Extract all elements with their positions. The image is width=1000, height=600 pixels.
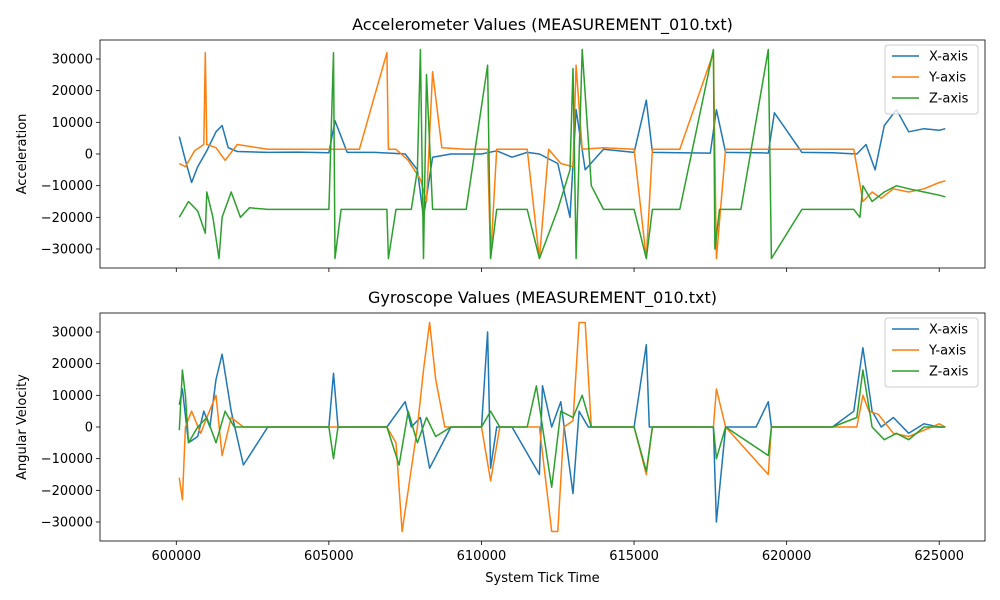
chart-panel-2: Gyroscope Values (MEASUREMENT_010.txt) −3… bbox=[15, 288, 986, 586]
y-tick-label: 30000 bbox=[52, 53, 93, 68]
y-tick-label: 10000 bbox=[52, 116, 93, 131]
y-tick-label: 30000 bbox=[52, 326, 93, 341]
x-tick-label: 625000 bbox=[914, 549, 964, 564]
y-axis-label: Angular Velocity bbox=[15, 374, 30, 480]
series-group bbox=[178, 48, 946, 260]
y-tick-label: −20000 bbox=[41, 211, 93, 226]
legend-label: X-axis bbox=[929, 50, 968, 65]
legend: X-axis Y-axis Z-axis bbox=[884, 44, 979, 115]
legend-label: Y-axis bbox=[928, 71, 966, 86]
legend-label: X-axis bbox=[929, 323, 968, 338]
y-tick-label: −30000 bbox=[41, 516, 93, 531]
y-tick-label: 20000 bbox=[52, 84, 93, 99]
y-axis-label: Acceleration bbox=[15, 114, 30, 195]
y-tick-label: 0 bbox=[85, 421, 93, 436]
x-tick-label: 620000 bbox=[762, 549, 812, 564]
legend-label: Y-axis bbox=[928, 344, 966, 359]
series-group bbox=[178, 321, 946, 533]
x-tick-label: 605000 bbox=[304, 549, 354, 564]
legend-label: Z-axis bbox=[929, 92, 969, 107]
chart-title: Gyroscope Values (MEASUREMENT_010.txt) bbox=[368, 288, 717, 308]
y-tick-label: 0 bbox=[85, 148, 93, 163]
series-line-z-axis bbox=[178, 369, 946, 488]
x-tick-label: 610000 bbox=[457, 549, 507, 564]
y-tick-label: −10000 bbox=[41, 179, 93, 194]
y-tick-label: −20000 bbox=[41, 484, 93, 499]
chart-title: Accelerometer Values (MEASUREMENT_010.tx… bbox=[352, 15, 733, 35]
y-tick-label: −30000 bbox=[41, 243, 93, 258]
legend-box bbox=[884, 317, 979, 388]
x-tick-label: 615000 bbox=[609, 549, 659, 564]
series-line-y-axis bbox=[178, 51, 946, 260]
legend: X-axis Y-axis Z-axis bbox=[884, 317, 979, 388]
x-tick-label: 600000 bbox=[151, 549, 201, 564]
y-tick-label: −10000 bbox=[41, 452, 93, 467]
legend-label: Z-axis bbox=[929, 365, 969, 380]
y-tick-label: 20000 bbox=[52, 357, 93, 372]
legend-box bbox=[884, 44, 979, 115]
y-tick-label: 10000 bbox=[52, 389, 93, 404]
series-line-x-axis bbox=[178, 99, 946, 219]
x-axis-label: System Tick Time bbox=[485, 571, 599, 586]
series-line-z-axis bbox=[178, 48, 946, 260]
chart-panel-1: Accelerometer Values (MEASUREMENT_010.tx… bbox=[15, 15, 986, 272]
